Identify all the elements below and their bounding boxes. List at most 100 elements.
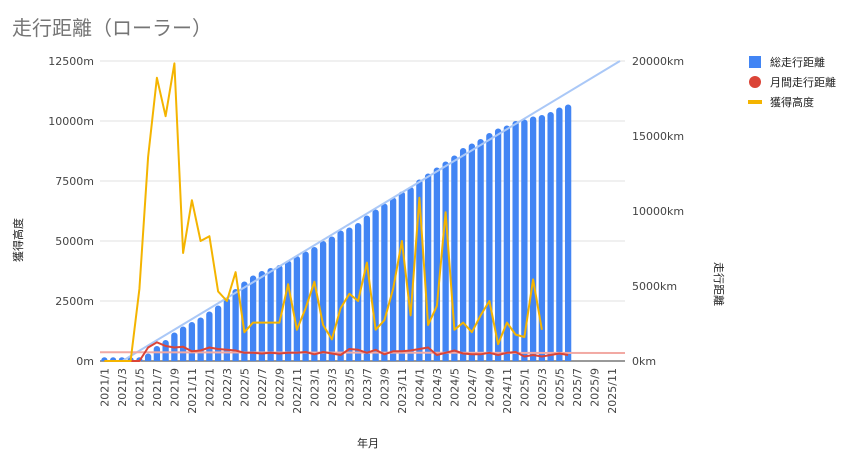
x-tick-label: 2022/9 xyxy=(273,368,286,407)
x-tick-label: 2021/1 xyxy=(98,368,111,407)
chart-title: 走行距離（ローラー） xyxy=(12,16,212,40)
bar xyxy=(328,236,336,361)
x-tick-label: 2023/1 xyxy=(308,368,321,407)
bar xyxy=(442,161,449,361)
bar xyxy=(258,271,266,361)
bar xyxy=(459,148,467,361)
bar xyxy=(468,143,476,361)
x-tick-label: 2025/11 xyxy=(606,368,619,414)
x-tick-label: 2025/7 xyxy=(571,368,584,407)
trendline xyxy=(99,351,626,355)
bar xyxy=(197,317,204,361)
x-tick-label: 2023/7 xyxy=(361,368,374,407)
x-tick-label: 2021/9 xyxy=(168,368,181,407)
x-tick-label: 2021/11 xyxy=(186,368,199,414)
bar xyxy=(188,322,196,361)
bar xyxy=(214,305,222,361)
x-tick-label: 2024/11 xyxy=(501,368,514,414)
bar xyxy=(556,107,563,362)
left-tick-label: 2500m xyxy=(55,295,94,308)
left-axis-title: 獲得高度 xyxy=(11,218,25,262)
bar xyxy=(521,119,528,362)
bar xyxy=(311,246,318,361)
bar xyxy=(337,230,344,361)
bar xyxy=(162,340,169,361)
x-tick-label: 2025/5 xyxy=(553,368,566,407)
bar xyxy=(424,173,432,361)
legend-label: 月間走行距離 xyxy=(770,75,836,89)
x-tick-label: 2025/1 xyxy=(518,368,531,407)
bar xyxy=(267,268,274,361)
bar xyxy=(433,167,441,361)
left-tick-label: 12500m xyxy=(48,55,94,68)
bar xyxy=(223,297,231,361)
bar xyxy=(249,275,257,361)
right-axis-ticks: 0km 5000km 10000km 15000km 20000km xyxy=(632,55,684,368)
x-tick-label: 2021/5 xyxy=(133,368,146,407)
left-tick-label: 0m xyxy=(76,355,94,368)
bar xyxy=(372,209,379,361)
bar xyxy=(284,260,292,361)
bar xyxy=(564,104,572,362)
right-tick-label: 10000km xyxy=(632,205,684,218)
x-tick-label: 2022/1 xyxy=(203,368,216,407)
right-tick-label: 15000km xyxy=(632,130,684,143)
x-tick-label: 2025/9 xyxy=(588,368,601,407)
series-line xyxy=(104,62,543,362)
bar xyxy=(232,289,239,361)
bar xyxy=(179,326,187,361)
legend-swatch xyxy=(749,76,761,88)
legend-label: 獲得高度 xyxy=(770,95,814,109)
left-tick-label: 5000m xyxy=(55,235,94,248)
bar xyxy=(503,125,511,361)
x-tick-label: 2024/1 xyxy=(413,368,426,407)
bar xyxy=(538,114,546,361)
x-axis-title: 年月 xyxy=(357,436,379,450)
bar xyxy=(486,132,493,361)
bar xyxy=(512,120,519,361)
x-tick-label: 2023/9 xyxy=(378,368,391,407)
right-tick-label: 5000km xyxy=(632,280,677,293)
bar xyxy=(144,353,152,361)
x-tick-label: 2021/3 xyxy=(116,368,129,407)
x-tick-label: 2024/7 xyxy=(466,368,479,407)
bar xyxy=(477,138,484,361)
line-series xyxy=(104,62,569,362)
series-line xyxy=(104,341,569,362)
bar xyxy=(407,186,414,361)
bar xyxy=(494,128,502,361)
bar xyxy=(206,311,213,361)
right-tick-label: 0km xyxy=(632,355,656,368)
right-axis-title: 走行距離 xyxy=(712,262,726,306)
x-tick-label: 2025/3 xyxy=(536,368,549,407)
bar xyxy=(389,197,397,361)
x-tick-label: 2024/3 xyxy=(431,368,444,407)
x-axis-ticks: 2021/1 2021/3 2021/5 2021/7 2021/9 2021/11 202… xyxy=(98,368,619,414)
bar xyxy=(529,116,537,362)
bar xyxy=(547,111,554,361)
bar xyxy=(319,241,327,361)
gridlines xyxy=(100,60,625,362)
bar xyxy=(276,265,283,361)
bar xyxy=(153,346,161,361)
bar xyxy=(398,191,406,361)
legend-swatch xyxy=(748,100,762,104)
x-tick-label: 2022/5 xyxy=(238,368,251,407)
x-tick-label: 2022/3 xyxy=(221,368,234,407)
bar xyxy=(354,223,362,361)
legend-swatch xyxy=(749,56,761,68)
left-tick-label: 7500m xyxy=(55,175,94,188)
trendlines xyxy=(99,60,626,362)
x-tick-label: 2024/5 xyxy=(448,368,461,407)
right-tick-label: 20000km xyxy=(632,55,684,68)
x-tick-label: 2022/7 xyxy=(256,368,269,407)
x-tick-label: 2021/7 xyxy=(151,368,164,407)
bar xyxy=(293,256,301,361)
x-tick-label: 2023/11 xyxy=(396,368,409,414)
left-axis-ticks: 0m 2500m 5000m 7500m 10000m 12500m xyxy=(48,55,94,368)
bar xyxy=(363,215,371,361)
bar xyxy=(241,281,248,361)
left-tick-label: 10000m xyxy=(48,115,94,128)
x-tick-label: 2024/9 xyxy=(483,368,496,407)
